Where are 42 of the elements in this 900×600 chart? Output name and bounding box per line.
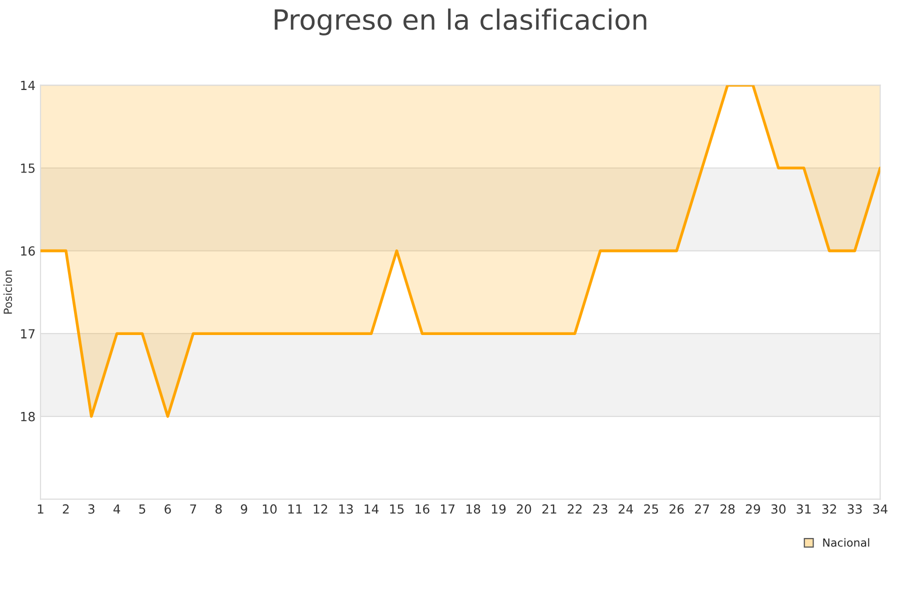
x-tick-label: 29 xyxy=(746,504,760,514)
x-tick-label: 4 xyxy=(113,504,120,514)
x-tick-label: 27 xyxy=(695,504,709,514)
x-tick-label: 23 xyxy=(593,504,608,514)
x-tick-label: 34 xyxy=(873,504,888,514)
x-tick-label: 10 xyxy=(262,504,277,514)
x-tick-label: 3 xyxy=(88,504,94,514)
x-tick-label: 30 xyxy=(771,504,786,514)
x-tick-label: 13 xyxy=(339,504,353,514)
x-tick-label: 2 xyxy=(62,504,69,514)
x-tick-label: 5 xyxy=(139,504,146,514)
x-tick-label: 20 xyxy=(516,504,532,514)
x-tick-label: 12 xyxy=(314,504,328,514)
y-tick-label: 16 xyxy=(21,246,35,256)
x-tick-label: 19 xyxy=(492,504,506,514)
x-tick-label: 24 xyxy=(618,504,633,514)
x-tick-label: 7 xyxy=(190,504,196,514)
x-tick-label: 26 xyxy=(670,504,684,514)
x-tick-label: 28 xyxy=(720,504,735,514)
x-tick-label: 17 xyxy=(441,504,455,514)
x-tick-label: 1 xyxy=(38,504,44,514)
x-tick-label: 11 xyxy=(288,504,302,514)
x-tick-label: 22 xyxy=(568,504,582,514)
x-tick-label: 33 xyxy=(848,504,862,514)
x-tick-label: 8 xyxy=(215,504,222,514)
x-tick-label: 31 xyxy=(796,504,811,514)
x-tick-label: 16 xyxy=(416,504,430,514)
x-tick-label: 32 xyxy=(822,504,836,514)
x-tick-label: 6 xyxy=(164,504,171,514)
legend-label: Nacional xyxy=(823,538,870,547)
y-tick-label: 15 xyxy=(21,164,35,173)
y-tick-label: 18 xyxy=(21,412,35,422)
x-tick-label: 21 xyxy=(542,504,556,514)
y-tick-label: 14 xyxy=(21,80,35,90)
chart-title: Progreso en la clasificacion xyxy=(274,8,646,36)
x-tick-label: 18 xyxy=(466,504,480,514)
x-tick-label: 9 xyxy=(240,504,248,514)
y-axis-title: Posicion xyxy=(3,270,12,314)
x-tick-label: 14 xyxy=(364,504,379,514)
x-tick-label: 15 xyxy=(390,504,404,514)
y-tick-label: 17 xyxy=(21,329,35,338)
x-tick-label: 25 xyxy=(644,504,658,514)
